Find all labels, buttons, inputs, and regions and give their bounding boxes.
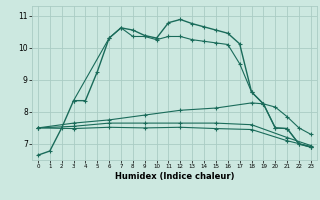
X-axis label: Humidex (Indice chaleur): Humidex (Indice chaleur) (115, 172, 234, 181)
